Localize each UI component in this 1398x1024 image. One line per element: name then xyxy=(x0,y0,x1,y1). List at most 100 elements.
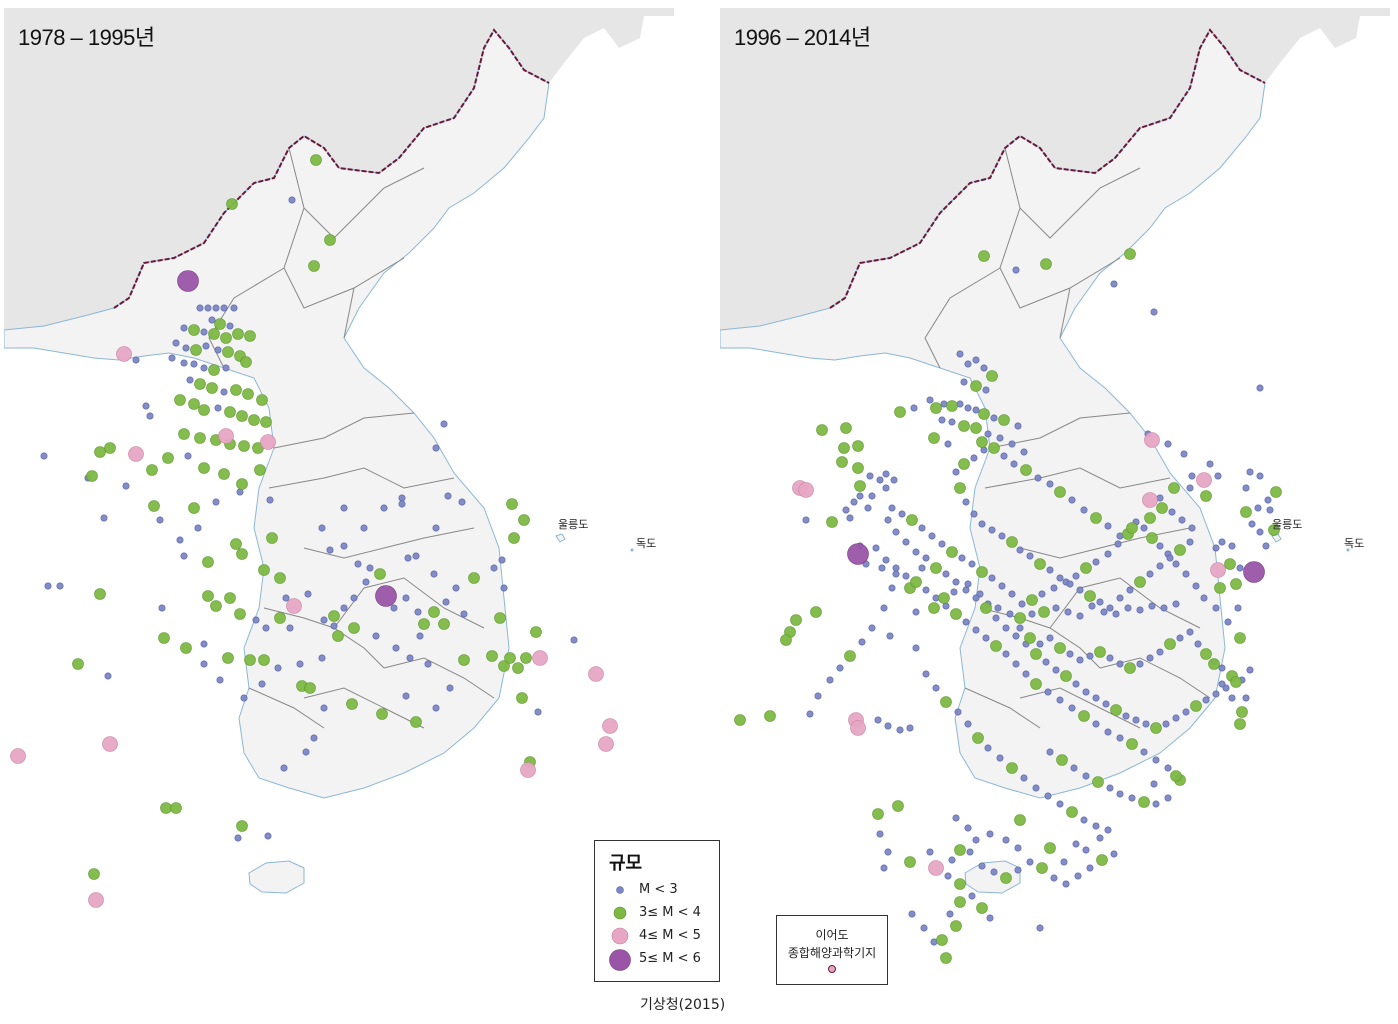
quake-dot-m-3-4 xyxy=(346,698,358,710)
quake-dot-m-3-4 xyxy=(512,662,524,674)
quake-dot-m-3-4 xyxy=(160,802,172,814)
period-title-right: 1996 – 2014년 xyxy=(734,25,871,50)
quake-dot-m-lt-3 xyxy=(40,452,48,460)
quake-dot-m-lt-3 xyxy=(1020,448,1028,456)
quake-dot-m-lt-3 xyxy=(1218,538,1226,546)
quake-dot-m-lt-3 xyxy=(970,510,978,518)
quake-dot-m-3-4 xyxy=(206,382,218,394)
quake-dot-m-3-4 xyxy=(202,590,214,602)
quake-dot-m-3-4 xyxy=(1156,502,1168,514)
quake-dot-m-lt-3 xyxy=(1036,924,1044,932)
quake-dot-m-3-4 xyxy=(236,820,248,832)
province-boundary xyxy=(999,207,1121,309)
small-dot-icon xyxy=(616,886,624,894)
quake-dot-m-3-4 xyxy=(274,572,286,584)
province-boundary xyxy=(283,207,405,309)
quake-dot-m-3-4 xyxy=(978,250,990,262)
quake-dot-m-3-4 xyxy=(958,458,970,470)
quake-dot-m-3-4 xyxy=(950,920,962,932)
quake-dot-m-3-4 xyxy=(274,612,286,624)
quake-dot-m-3-4 xyxy=(1030,678,1042,690)
quake-dot-m-lt-3 xyxy=(1092,822,1100,830)
quake-dot-m-lt-3 xyxy=(1172,714,1180,722)
quake-dot-m-lt-3 xyxy=(946,910,954,918)
quake-dot-m-3-4 xyxy=(148,500,160,512)
quake-dot-m-lt-3 xyxy=(350,594,358,602)
quake-dot-m-lt-3 xyxy=(990,868,998,876)
quake-dot-m-lt-3 xyxy=(208,316,216,324)
quake-dot-m-lt-3 xyxy=(1114,540,1122,548)
quake-dot-m-lt-3 xyxy=(868,492,876,500)
quake-dot-m-lt-3 xyxy=(1212,604,1220,612)
quake-dot-m-lt-3 xyxy=(56,582,64,590)
province-boundary xyxy=(248,687,325,729)
quake-dot-m-3-4 xyxy=(180,642,192,654)
quake-dot-m-lt-3 xyxy=(1156,648,1164,656)
quake-dot-m-4-5 xyxy=(928,860,944,876)
quake-dot-m-lt-3 xyxy=(460,610,468,618)
quake-dot-m-lt-3 xyxy=(922,670,930,678)
quake-dot-m-lt-3 xyxy=(180,359,188,367)
quake-dot-m-lt-3 xyxy=(1080,816,1088,824)
quake-dot-m-4-5 xyxy=(102,736,118,752)
dokdo-island xyxy=(630,548,634,552)
quake-dot-m-lt-3 xyxy=(1126,586,1134,594)
quake-dot-m-lt-3 xyxy=(1010,460,1018,468)
quake-dot-m-lt-3 xyxy=(458,498,466,506)
quake-dot-m-lt-3 xyxy=(132,356,140,364)
korea-map-right xyxy=(720,8,1390,1008)
quake-dot-m-3-4 xyxy=(1224,558,1236,570)
quake-dot-m-lt-3 xyxy=(880,604,888,612)
quake-dot-m-3-4 xyxy=(954,896,966,908)
quake-dot-m-lt-3 xyxy=(212,304,220,312)
quake-dot-m-lt-3 xyxy=(1076,656,1084,664)
province-boundary xyxy=(303,527,475,559)
quake-dot-m-lt-3 xyxy=(1060,858,1068,866)
quake-dot-m-lt-3 xyxy=(850,498,858,506)
quake-dot-m-lt-3 xyxy=(412,552,420,560)
quake-dot-m-3-4 xyxy=(190,344,202,356)
quake-dot-m-3-4 xyxy=(946,400,958,412)
jeju-island xyxy=(248,860,305,894)
quake-dot-m-lt-3 xyxy=(964,720,972,728)
magnitude-legend: 규모 M < 3 3≤ M < 4 4≤ M < 5 5≤ M < 6 xyxy=(594,840,720,982)
quake-dot-m-lt-3 xyxy=(1110,850,1118,858)
quake-dot-m-lt-3 xyxy=(296,660,304,668)
quake-dot-m-lt-3 xyxy=(1152,800,1160,808)
quake-dot-m-3-4 xyxy=(970,422,982,434)
quake-dot-m-lt-3 xyxy=(858,638,866,646)
quake-dot-m-lt-3 xyxy=(922,554,930,562)
quake-dot-m-lt-3 xyxy=(498,556,506,564)
neighbor-country-land xyxy=(720,8,1390,330)
quake-dot-m-lt-3 xyxy=(1082,772,1090,780)
quake-dot-m-3-4 xyxy=(88,868,100,880)
quake-dot-m-lt-3 xyxy=(416,632,424,640)
quake-dot-m-3-4 xyxy=(1234,718,1246,730)
quake-dot-m-lt-3 xyxy=(1008,590,1016,598)
quake-dot-m-lt-3 xyxy=(1056,800,1064,808)
quake-dot-m-lt-3 xyxy=(372,632,380,640)
quake-dot-m-3-4 xyxy=(504,652,516,664)
quake-dot-m-lt-3 xyxy=(926,848,934,856)
quake-dot-m-lt-3 xyxy=(986,830,994,838)
quake-dot-m-lt-3 xyxy=(836,664,844,672)
quake-dot-m-lt-3 xyxy=(902,538,910,546)
quake-dot-m-lt-3 xyxy=(1070,764,1078,772)
quake-dot-m-lt-3 xyxy=(202,342,210,350)
quake-dot-m-3-4 xyxy=(844,650,856,662)
quake-dot-m-lt-3 xyxy=(1066,580,1074,588)
quake-dot-m-3-4 xyxy=(1144,512,1156,524)
quake-dot-m-lt-3 xyxy=(892,564,900,572)
quake-dot-m-lt-3 xyxy=(1106,654,1114,662)
quake-dot-m-lt-3 xyxy=(1026,858,1034,866)
quake-dot-m-lt-3 xyxy=(1072,572,1080,580)
quake-dot-m-3-4 xyxy=(230,384,242,396)
quake-dot-m-3-4 xyxy=(72,658,84,670)
quake-dot-m-3-4 xyxy=(238,440,250,452)
quake-dot-m-lt-3 xyxy=(856,492,864,500)
quake-dot-m-3-4 xyxy=(1038,606,1050,618)
province-boundary xyxy=(1059,287,1071,339)
quake-dot-m-lt-3 xyxy=(872,544,880,552)
quake-dot-m-lt-3 xyxy=(1234,604,1242,612)
quake-dot-m-lt-3 xyxy=(952,468,960,476)
